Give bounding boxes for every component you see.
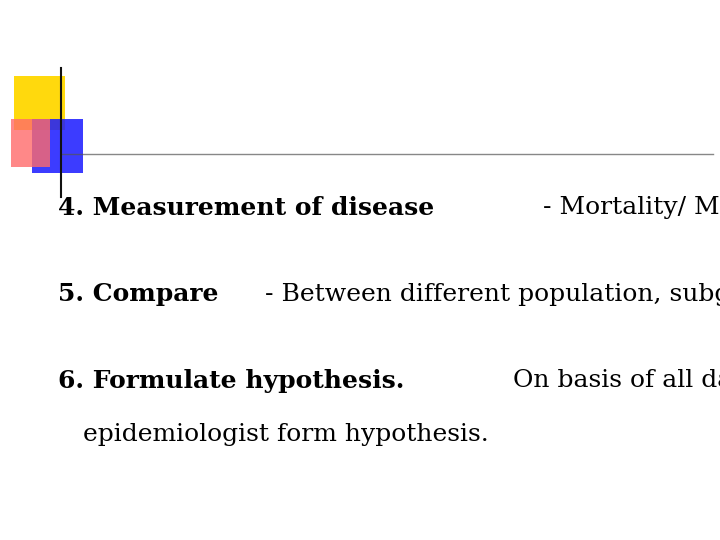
Text: 4. Measurement of disease: 4. Measurement of disease xyxy=(58,196,434,220)
Text: - Mortality/ Morbidity: - Mortality/ Morbidity xyxy=(543,197,720,219)
Text: 6. Formulate hypothesis.: 6. Formulate hypothesis. xyxy=(58,369,404,393)
Bar xyxy=(11,119,50,167)
Text: - Between different population, subgroups: - Between different population, subgroup… xyxy=(265,283,720,306)
Text: On basis of all data: On basis of all data xyxy=(505,369,720,392)
Text: 5. Compare: 5. Compare xyxy=(58,282,218,306)
Bar xyxy=(14,76,65,130)
Text: epidemiologist form hypothesis.: epidemiologist form hypothesis. xyxy=(83,423,489,446)
Bar xyxy=(32,119,83,173)
